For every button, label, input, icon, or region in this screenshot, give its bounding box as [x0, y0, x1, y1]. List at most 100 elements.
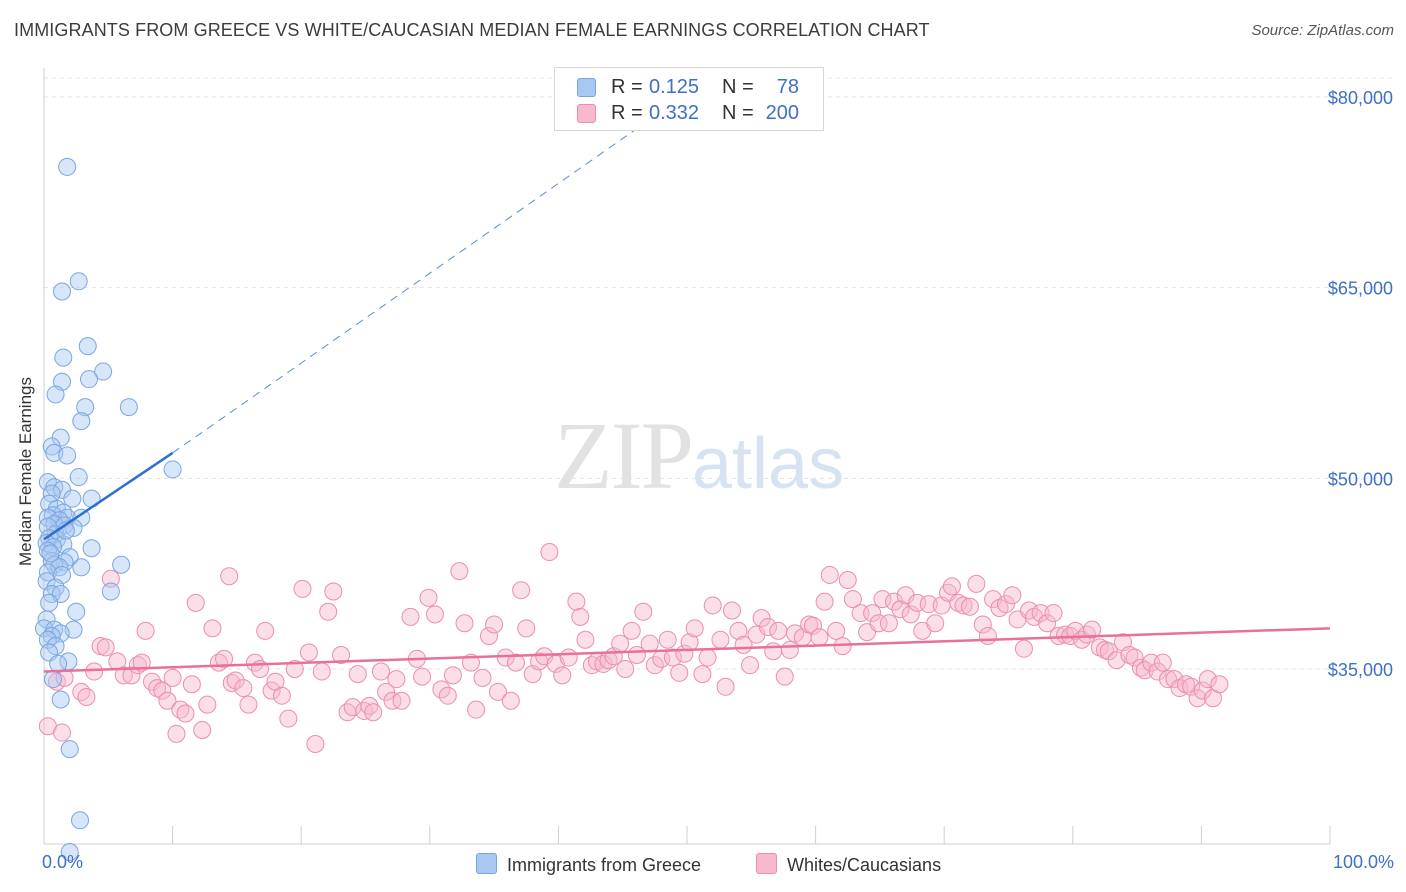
- whites-caucasians-point: [517, 619, 536, 638]
- whites-caucasians-point: [512, 581, 531, 600]
- legend-n-label: N =: [722, 102, 754, 124]
- whites-caucasians-point: [926, 614, 945, 633]
- whites-caucasians-point: [101, 569, 120, 588]
- whites-caucasians-point: [279, 709, 298, 728]
- grid-lines: [44, 77, 1394, 670]
- whites-caucasians-point: [780, 640, 799, 659]
- whites-caucasians-point: [96, 638, 115, 657]
- whites-caucasians-point: [908, 593, 927, 612]
- whites-caucasians-point: [1090, 638, 1109, 657]
- whites-caucasians-point: [553, 666, 572, 685]
- whites-caucasians-point: [1148, 662, 1167, 681]
- whites-caucasians-point: [711, 630, 730, 649]
- immigrants-from-greece-point: [67, 602, 86, 621]
- y-tick-label: $50,000: [1328, 469, 1393, 489]
- whites-caucasians-point: [685, 619, 704, 638]
- whites-caucasians-point: [419, 588, 438, 607]
- y-tick-label: $65,000: [1328, 279, 1393, 299]
- whites-caucasians-point: [576, 630, 595, 649]
- whites-caucasians-point: [764, 642, 783, 661]
- immigrants-from-greece-point: [60, 740, 79, 759]
- whites-caucasians-point: [383, 691, 402, 710]
- immigrants-from-greece-point: [54, 348, 73, 367]
- immigrants-from-greece-point: [45, 555, 64, 574]
- whites-caucasians-point: [1120, 646, 1139, 665]
- whites-caucasians-point: [1083, 620, 1102, 639]
- whites-caucasians-point: [622, 621, 641, 640]
- whites-caucasians-point: [387, 670, 406, 689]
- whites-caucasians-point: [698, 648, 717, 667]
- immigrants-from-greece-point: [69, 468, 88, 487]
- whites-caucasians-point: [293, 579, 312, 598]
- whites-caucasians-point: [256, 621, 275, 640]
- whites-caucasians-point: [501, 691, 520, 710]
- whites-caucasians-point: [1003, 586, 1022, 605]
- whites-caucasians-point: [703, 596, 722, 615]
- whites-caucasians-point: [838, 571, 857, 590]
- bottom-legend-label-greece: Immigrants from Greece: [507, 855, 702, 875]
- whites-caucasians-point: [332, 646, 351, 665]
- whites-caucasians-point: [1182, 677, 1201, 696]
- bottom-legend-swatch-whites: [756, 853, 777, 874]
- bottom-legend-whites: Whites/Caucasians: [756, 853, 941, 876]
- immigrants-from-greece-point: [101, 582, 120, 601]
- whites-caucasians-point: [1038, 614, 1057, 633]
- whites-caucasians-point: [432, 680, 451, 699]
- whites-caucasians-point: [967, 574, 986, 593]
- whites-caucasians-point: [804, 616, 823, 635]
- immigrants-from-greece-point: [82, 539, 101, 558]
- immigrants-from-greece-point: [78, 337, 97, 356]
- whites-caucasians-point: [479, 626, 498, 645]
- whites-caucasians-point: [1031, 604, 1050, 623]
- whites-caucasians-point: [122, 666, 141, 685]
- x-tick-label-max: 100.0%: [1332, 852, 1394, 872]
- whites-caucasians-point: [176, 704, 195, 723]
- whites-caucasians-point: [1125, 648, 1144, 667]
- legend-r-label: R =: [611, 102, 643, 124]
- whites-caucasians-point: [262, 681, 281, 700]
- watermark: ZIPatlas: [554, 400, 844, 511]
- whites-caucasians-point: [1198, 670, 1217, 689]
- whites-caucasians-point: [810, 628, 829, 647]
- whites-trend-line: [43, 627, 1331, 673]
- immigrants-from-greece-point: [49, 654, 68, 673]
- immigrants-from-greece-point: [40, 593, 59, 612]
- whites-caucasians-point: [77, 687, 96, 706]
- whites-caucasians-point: [729, 621, 748, 640]
- whites-caucasians-point: [827, 621, 846, 640]
- greece-trend-extension: [172, 115, 656, 454]
- whites-caucasians-point: [759, 618, 778, 637]
- whites-caucasians-point: [272, 686, 291, 705]
- whites-caucasians-point: [163, 668, 182, 687]
- immigrants-from-greece-point: [72, 558, 91, 577]
- whites-caucasians-point: [815, 592, 834, 611]
- immigrants-from-greece-point: [46, 637, 65, 656]
- whites-caucasians-point: [1165, 670, 1184, 689]
- whites-caucasians-point: [616, 660, 635, 678]
- whites-caucasians-point: [670, 663, 689, 682]
- series-immigrants-from-greece: [35, 157, 182, 862]
- whites-caucasians-point: [319, 602, 338, 621]
- bottom-legend-label-whites: Whites/Caucasians: [787, 855, 942, 875]
- greece-trend-line: [43, 451, 174, 541]
- legend-r-value: 0.332: [649, 102, 700, 124]
- whites-caucasians-point: [1044, 604, 1063, 623]
- whites-caucasians-point: [488, 682, 507, 701]
- whites-caucasians-point: [879, 614, 898, 633]
- whites-caucasians-point: [919, 595, 938, 614]
- whites-caucasians-point: [226, 671, 245, 690]
- whites-caucasians-point: [312, 662, 331, 681]
- whites-caucasians-point: [1210, 675, 1229, 694]
- whites-caucasians-point: [153, 681, 172, 700]
- legend-n-label: N =: [722, 76, 754, 98]
- whites-caucasians-point: [973, 615, 992, 634]
- immigrants-from-greece-point: [112, 555, 131, 574]
- whites-caucasians-point: [53, 723, 72, 742]
- whites-caucasians-point: [1077, 625, 1096, 644]
- immigrants-from-greece-point: [69, 272, 88, 291]
- immigrants-from-greece-point: [60, 843, 79, 862]
- immigrants-from-greece-point: [119, 398, 138, 417]
- whites-caucasians-point: [306, 734, 325, 753]
- axes: [43, 68, 1331, 845]
- whites-caucasians-point: [371, 662, 390, 681]
